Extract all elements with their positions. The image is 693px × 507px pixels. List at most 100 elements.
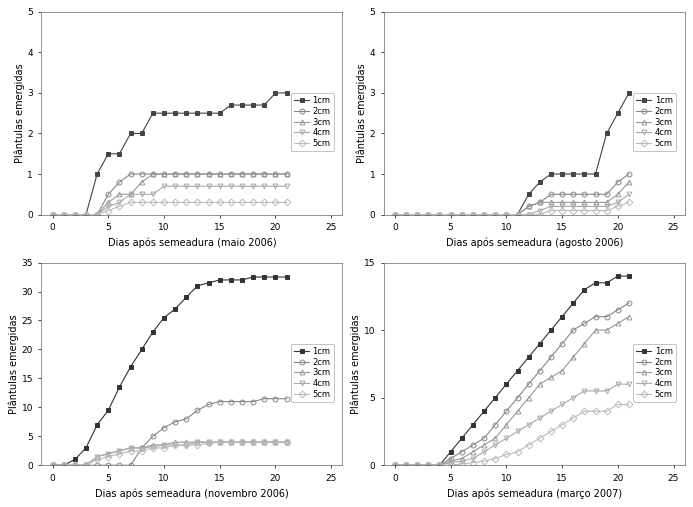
2cm bbox=[182, 171, 191, 177]
2cm bbox=[71, 462, 79, 468]
3cm bbox=[104, 451, 112, 457]
1cm bbox=[238, 102, 246, 108]
Y-axis label: Plântulas emergidas: Plântulas emergidas bbox=[356, 63, 367, 163]
3cm bbox=[60, 211, 68, 218]
4cm bbox=[435, 462, 444, 468]
1cm bbox=[115, 151, 123, 157]
2cm bbox=[82, 211, 90, 218]
1cm bbox=[625, 273, 633, 279]
4cm bbox=[193, 439, 202, 445]
3cm bbox=[569, 199, 577, 205]
3cm bbox=[580, 341, 588, 347]
5cm bbox=[126, 448, 134, 454]
3cm bbox=[502, 422, 511, 428]
2cm bbox=[435, 462, 444, 468]
Line: 1cm: 1cm bbox=[50, 90, 289, 217]
2cm bbox=[104, 462, 112, 468]
5cm bbox=[435, 211, 444, 218]
1cm bbox=[569, 300, 577, 306]
4cm bbox=[536, 207, 544, 213]
1cm bbox=[602, 280, 611, 286]
5cm bbox=[283, 199, 291, 205]
1cm bbox=[149, 110, 157, 116]
3cm bbox=[514, 408, 522, 414]
5cm bbox=[468, 211, 477, 218]
3cm bbox=[283, 171, 291, 177]
2cm bbox=[138, 445, 146, 451]
2cm bbox=[580, 320, 588, 327]
1cm bbox=[457, 211, 466, 218]
4cm bbox=[115, 448, 123, 454]
4cm bbox=[558, 402, 566, 408]
5cm bbox=[71, 462, 79, 468]
3cm bbox=[602, 199, 611, 205]
4cm bbox=[283, 183, 291, 189]
Line: 2cm: 2cm bbox=[50, 396, 289, 468]
1cm bbox=[60, 211, 68, 218]
3cm bbox=[238, 171, 246, 177]
4cm bbox=[569, 203, 577, 209]
2cm bbox=[216, 171, 224, 177]
Line: 5cm: 5cm bbox=[392, 200, 631, 217]
2cm bbox=[204, 171, 213, 177]
1cm bbox=[402, 462, 410, 468]
3cm bbox=[49, 462, 57, 468]
1cm bbox=[468, 422, 477, 428]
2cm bbox=[82, 462, 90, 468]
5cm bbox=[391, 211, 399, 218]
5cm bbox=[558, 422, 566, 428]
1cm bbox=[126, 364, 134, 370]
5cm bbox=[625, 199, 633, 205]
Line: 2cm: 2cm bbox=[392, 301, 631, 468]
1cm bbox=[613, 110, 622, 116]
3cm bbox=[525, 394, 533, 401]
1cm bbox=[171, 110, 179, 116]
4cm bbox=[272, 439, 280, 445]
3cm bbox=[391, 462, 399, 468]
1cm bbox=[580, 171, 588, 177]
4cm bbox=[491, 211, 500, 218]
3cm bbox=[413, 462, 421, 468]
3cm bbox=[160, 171, 168, 177]
5cm bbox=[602, 408, 611, 414]
4cm bbox=[625, 381, 633, 387]
2cm bbox=[491, 211, 500, 218]
1cm bbox=[71, 456, 79, 462]
1cm bbox=[591, 280, 599, 286]
4cm bbox=[402, 462, 410, 468]
1cm bbox=[402, 211, 410, 218]
5cm bbox=[491, 455, 500, 461]
2cm bbox=[104, 191, 112, 197]
5cm bbox=[249, 439, 257, 445]
3cm bbox=[149, 171, 157, 177]
2cm bbox=[160, 424, 168, 430]
1cm bbox=[558, 313, 566, 319]
4cm bbox=[547, 408, 555, 414]
4cm bbox=[182, 183, 191, 189]
2cm bbox=[260, 171, 268, 177]
3cm bbox=[580, 199, 588, 205]
2cm bbox=[115, 462, 123, 468]
2cm bbox=[502, 211, 511, 218]
5cm bbox=[193, 442, 202, 448]
5cm bbox=[260, 439, 268, 445]
3cm bbox=[424, 211, 432, 218]
3cm bbox=[216, 439, 224, 445]
4cm bbox=[126, 445, 134, 451]
1cm bbox=[514, 368, 522, 374]
4cm bbox=[580, 203, 588, 209]
5cm bbox=[82, 211, 90, 218]
1cm bbox=[457, 435, 466, 441]
1cm bbox=[502, 381, 511, 387]
2cm bbox=[514, 211, 522, 218]
2cm bbox=[424, 211, 432, 218]
4cm bbox=[82, 462, 90, 468]
1cm bbox=[547, 171, 555, 177]
1cm bbox=[160, 314, 168, 320]
1cm bbox=[93, 171, 101, 177]
2cm bbox=[547, 354, 555, 360]
3cm bbox=[227, 439, 235, 445]
3cm bbox=[468, 211, 477, 218]
3cm bbox=[625, 179, 633, 185]
5cm bbox=[402, 462, 410, 468]
